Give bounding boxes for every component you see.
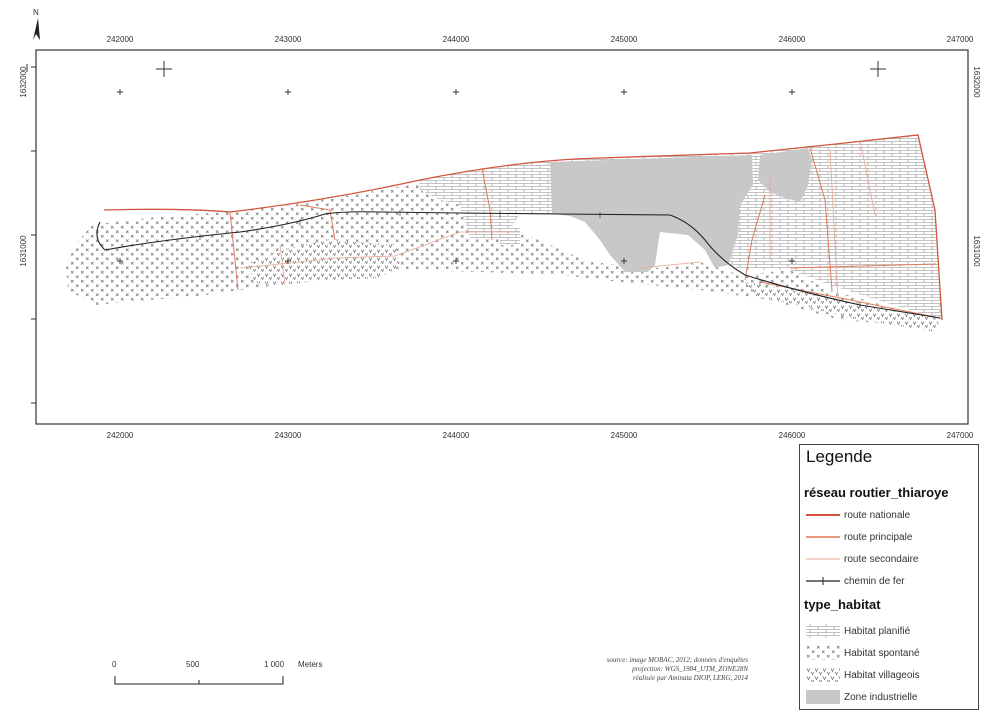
scale-bar-unit: Meters [298,660,322,669]
grid-cross [117,258,123,264]
y-axis-labels-right: 1632000 1631000 [972,66,981,267]
left-axis-ticks [26,64,36,404]
legend-label: chemin de fer [844,575,905,587]
route-secondaire-symbol [806,558,840,560]
corner-crosses [156,61,886,77]
route-secondaire [239,139,876,301]
x-axis-label-top: 245000 [611,35,638,44]
y-axis-label-right: 1632000 [972,66,981,98]
legend-label: Habitat spontané [844,647,920,659]
zone-industrielle-east [758,148,812,202]
north-arrow-icon [33,18,40,40]
source-note-line: source: image MOBAC, 2012; données d'enq… [606,656,748,664]
zone-industrielle-main [550,155,753,272]
habitat-spontane-zone [66,176,905,325]
legend-label: Habitat planifié [844,625,911,637]
grid-cross [789,89,795,95]
legend-label: route nationale [844,509,911,521]
y-axis-labels-left: 1632000 1631000 [19,66,28,267]
x-axis-label-top: 246000 [779,35,806,44]
source-note-line: projection: WGS_1984_UTM_ZONE28N [632,665,748,673]
route-nationale-symbol [806,514,840,516]
chemin-de-fer-ticks [199,210,861,308]
legend-label: route principale [844,531,913,543]
legend-label: Zone industrielle [844,691,918,703]
chemin-de-fer-symbol [806,577,840,585]
route-principale [229,147,941,319]
scale-bar-label-500: 500 [186,660,200,669]
legend-item-zone-industrielle: Zone industrielle [806,687,917,707]
x-axis-label-top: 244000 [443,35,470,44]
y-axis-label-left: 1631000 [19,235,28,267]
grid-crosses [117,89,795,264]
legend-group-title-roads: réseau routier_thiaroye [804,485,949,500]
source-note-line: réalisée par Aminata DIOP, LERG, 2014 [632,674,748,682]
legend-item-route-nationale: route nationale [806,505,910,525]
grid-cross [621,89,627,95]
source-note: source: image MOBAC, 2012; données d'enq… [520,656,748,683]
x-axis-label-top: 243000 [275,35,302,44]
x-axis-label-bottom: 247000 [947,431,974,440]
x-axis-labels-bottom: 242000 243000 244000 245000 246000 247000 [107,431,974,440]
legend: Legende réseau routier_thiaroye route na… [799,444,979,710]
scale-bar [114,676,284,685]
habitat-villageois-zone-east [745,282,940,332]
habitat-planifie-symbol [806,624,840,638]
habitat-spontane-symbol [806,646,840,660]
legend-title: Legende [806,447,873,466]
habitat-planifie-zone [420,135,942,320]
y-axis-label-left: 1632000 [19,66,28,98]
grid-cross [453,89,459,95]
legend-group-title-habitat: type_habitat [804,597,881,612]
grid-cross [789,258,795,264]
road-network [96,134,943,321]
habitat-planifie-patch [500,228,520,245]
north-arrow-label: N [33,8,39,17]
legend-item-habitat-villageois: Habitat villageois [806,665,920,685]
scale-bar-label-1000: 1 000 [264,660,285,669]
route-principale-symbol [806,536,840,538]
x-axis-label-top: 247000 [947,35,974,44]
route-nationale [103,134,943,321]
x-axis-labels-top: 242000 243000 244000 245000 246000 247000 [107,35,974,44]
habitat-villageois-symbol [806,668,840,682]
legend-label: route secondaire [844,553,919,565]
x-axis-label-bottom: 244000 [443,431,470,440]
grid-cross [285,89,291,95]
legend-label: Habitat villageois [844,669,920,681]
x-axis-label-bottom: 243000 [275,431,302,440]
habitat-villageois-zone-west [248,240,400,285]
x-axis-label-top: 242000 [107,35,134,44]
legend-item-habitat-planifie: Habitat planifié [806,621,910,641]
legend-item-route-secondaire: route secondaire [806,549,919,569]
legend-item-route-principale: route principale [806,527,912,547]
legend-item-habitat-spontane: Habitat spontané [806,643,920,663]
north-arrow: N [33,8,40,40]
grid-cross [285,258,291,264]
grid-cross [621,258,627,264]
y-axis-label-right: 1631000 [972,235,981,267]
zone-industrielle-symbol [806,690,840,704]
legend-item-chemin-de-fer: chemin de fer [806,571,905,591]
grid-cross [453,258,459,264]
x-axis-label-bottom: 245000 [611,431,638,440]
chemin-de-fer [96,211,941,319]
scale-bar-label-0: 0 [112,660,117,669]
x-axis-label-bottom: 242000 [107,431,134,440]
x-axis-label-bottom: 246000 [779,431,806,440]
grid-cross [117,89,123,95]
